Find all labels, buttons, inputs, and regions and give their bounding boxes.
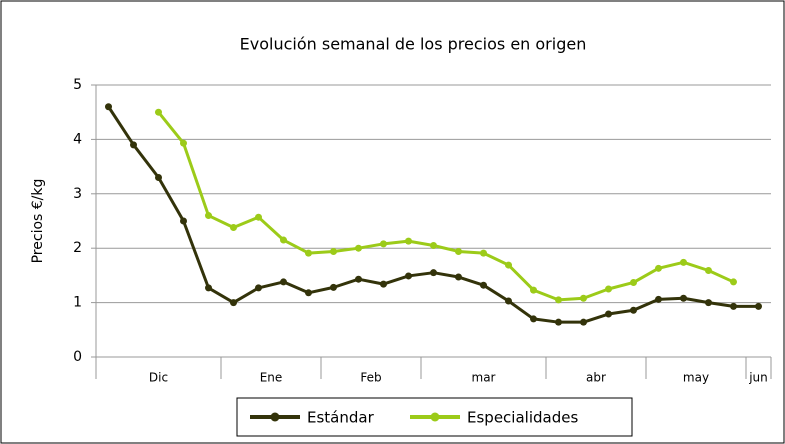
point <box>155 173 162 181</box>
point <box>355 244 362 252</box>
y-tick-label: 0 <box>73 349 82 365</box>
y-tick-label: 2 <box>73 240 82 256</box>
point <box>205 284 212 292</box>
point <box>730 278 737 286</box>
x-group-label: Feb <box>360 371 381 385</box>
point <box>555 296 562 304</box>
point <box>255 284 262 292</box>
legend-label: Especialidades <box>467 409 578 427</box>
legend-marker <box>270 412 280 422</box>
point <box>305 249 312 257</box>
x-group-label: mar <box>472 371 496 385</box>
point <box>505 261 512 269</box>
point <box>405 272 412 280</box>
x-group-label: abr <box>586 371 606 385</box>
point <box>530 315 537 323</box>
point <box>430 269 437 277</box>
point <box>755 302 762 310</box>
point <box>230 224 237 232</box>
point <box>730 302 737 310</box>
point <box>255 213 262 221</box>
point <box>305 289 312 297</box>
point <box>355 275 362 283</box>
point <box>705 267 712 275</box>
y-tick-label: 1 <box>73 295 82 311</box>
point <box>330 247 337 255</box>
point <box>655 264 662 272</box>
point <box>405 237 412 245</box>
point <box>180 217 187 225</box>
point <box>430 241 437 249</box>
x-group-label: jun <box>748 371 768 385</box>
point <box>480 249 487 257</box>
y-tick-label: 3 <box>73 186 82 202</box>
point <box>230 299 237 307</box>
point <box>505 297 512 305</box>
y-tick-label: 5 <box>73 77 82 93</box>
point <box>605 310 612 318</box>
point <box>280 278 287 286</box>
y-axis-label: Precios €/kg <box>30 179 46 264</box>
point <box>330 283 337 291</box>
series-line <box>157 111 735 302</box>
x-group-label: Dic <box>149 371 168 385</box>
point <box>380 280 387 288</box>
point <box>380 240 387 248</box>
point <box>455 273 462 281</box>
point <box>705 299 712 307</box>
point <box>455 247 462 255</box>
y-tick-label: 4 <box>73 131 82 147</box>
point <box>480 281 487 289</box>
point <box>605 285 612 293</box>
point <box>555 318 562 326</box>
point <box>680 258 687 266</box>
x-group-label: Ene <box>260 371 283 385</box>
point <box>155 108 162 116</box>
point <box>580 318 587 326</box>
x-group-label: may <box>683 371 709 385</box>
legend-label: Estándar <box>307 409 375 427</box>
point <box>630 278 637 286</box>
legend-marker <box>430 412 440 422</box>
point <box>655 295 662 303</box>
point <box>680 294 687 302</box>
point <box>280 236 287 244</box>
point <box>630 306 637 314</box>
chart-title: Evolución semanal de los precios en orig… <box>240 35 587 54</box>
point <box>130 141 137 149</box>
point <box>205 212 212 220</box>
point <box>580 294 587 302</box>
point <box>530 286 537 294</box>
point <box>105 103 112 111</box>
point <box>180 139 187 147</box>
